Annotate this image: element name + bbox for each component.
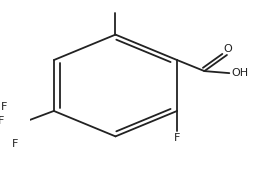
- Text: F: F: [1, 102, 7, 112]
- Text: OH: OH: [231, 68, 248, 78]
- Text: F: F: [0, 116, 4, 126]
- Text: F: F: [12, 139, 18, 149]
- Text: F: F: [174, 133, 180, 143]
- Text: O: O: [224, 44, 232, 54]
